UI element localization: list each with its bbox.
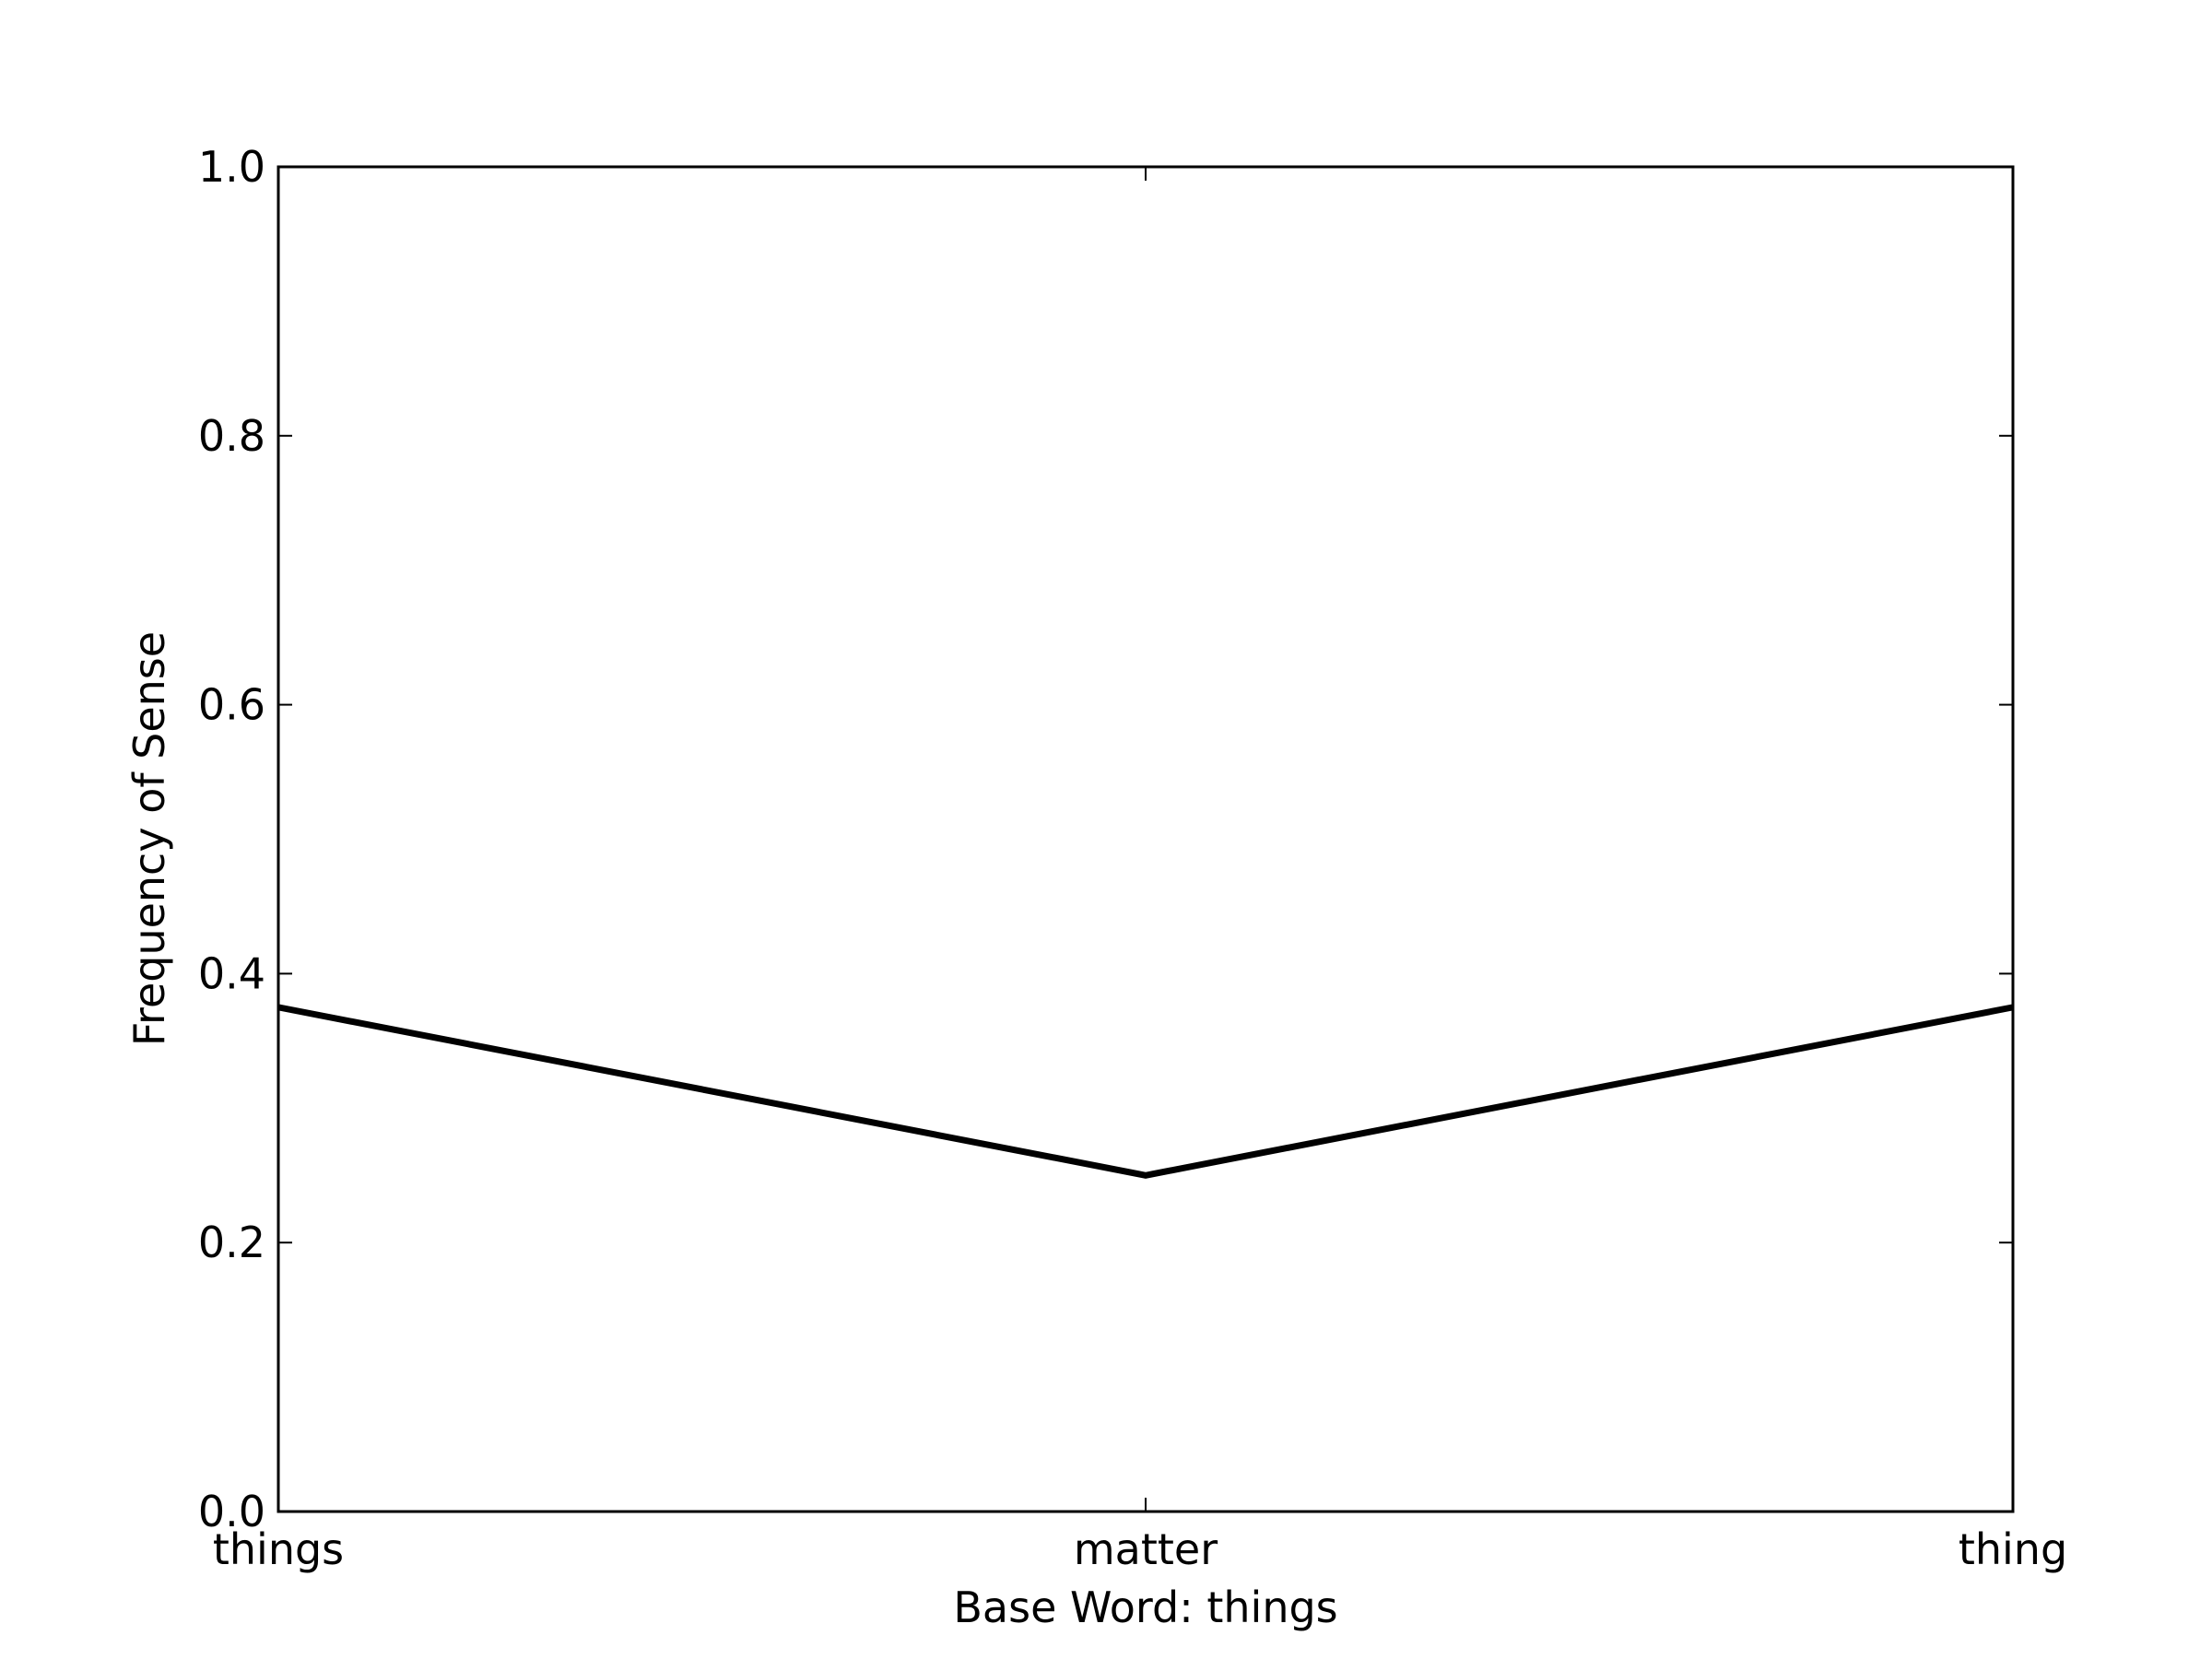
y-tick-label: 0.6 [198, 680, 265, 730]
x-axis-ticks: things matter thing [213, 167, 2067, 1574]
plot-frame [276, 165, 2015, 1513]
series-line [277, 1004, 2014, 1179]
series-layer [277, 1004, 2014, 1179]
x-axis-label: Base Word: things [953, 1583, 1337, 1632]
y-tick-label: 0.0 [198, 1487, 265, 1536]
y-tick-label: 0.2 [198, 1218, 265, 1267]
y-tick-label: 0.8 [198, 411, 265, 461]
y-axis-ticks: 0.0 0.2 0.4 0.6 0.8 1.0 [198, 142, 2013, 1536]
y-axis-label: Frequency of Sense [124, 631, 174, 1046]
plot-background [278, 167, 2013, 1512]
x-tick-label: thing [1959, 1524, 2067, 1574]
x-tick-label: matter [1074, 1524, 1218, 1574]
x-tick-label: things [213, 1524, 344, 1574]
y-tick-label: 0.4 [198, 948, 265, 998]
y-tick-label: 1.0 [198, 142, 265, 192]
